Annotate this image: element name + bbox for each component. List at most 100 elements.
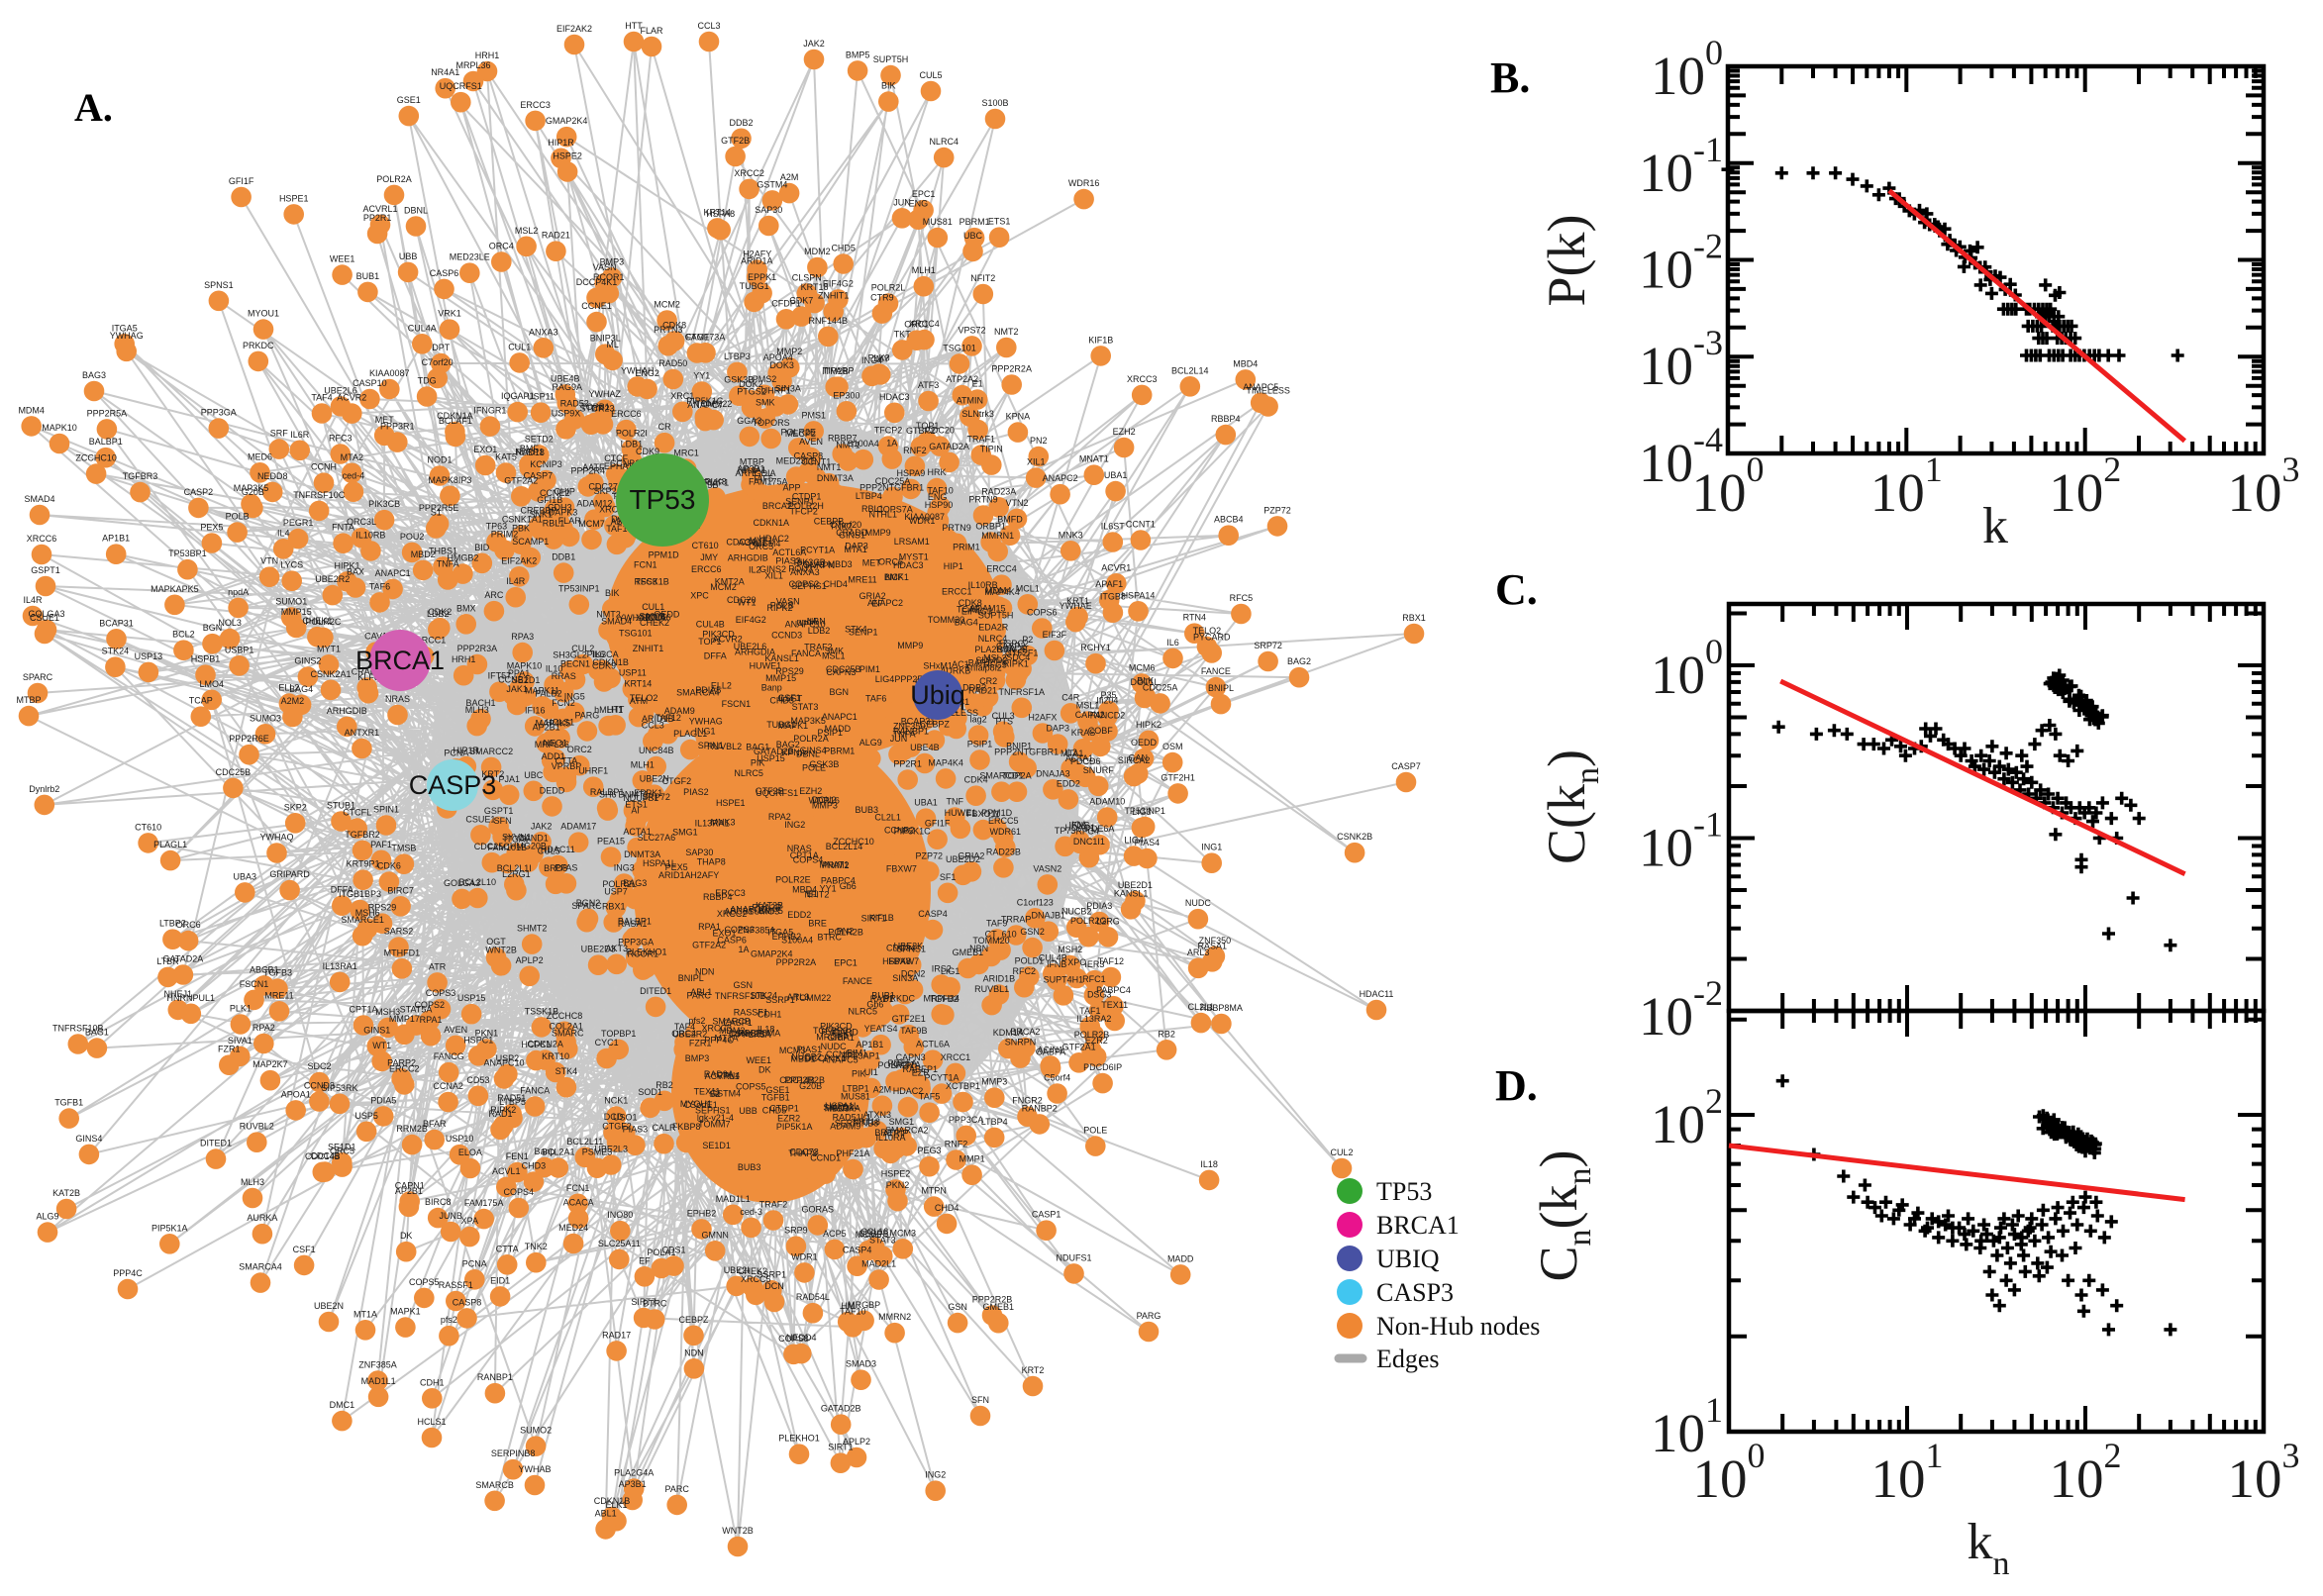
- svg-text:PPM1D: PPM1D: [649, 550, 680, 560]
- svg-text:GTF2A2: GTF2A2: [504, 475, 538, 485]
- svg-text:TSG101: TSG101: [943, 343, 976, 352]
- svg-text:THBS1: THBS1: [429, 546, 457, 555]
- svg-text:CCNT1: CCNT1: [801, 457, 831, 467]
- svg-text:ARID1A: ARID1A: [741, 256, 773, 266]
- svg-text:C1orf123: C1orf123: [1017, 897, 1054, 907]
- svg-text:STD7: STD7: [579, 404, 602, 414]
- svg-text:MNK3: MNK3: [1059, 530, 1083, 540]
- svg-text:EXO1: EXO1: [712, 929, 736, 939]
- svg-text:FEN1: FEN1: [506, 1151, 529, 1161]
- svg-text:MMP9: MMP9: [865, 528, 891, 538]
- svg-text:ARL3: ARL3: [1187, 948, 1210, 957]
- svg-text:KDM1A: KDM1A: [993, 1028, 1024, 1038]
- svg-text:MADD: MADD: [1167, 1253, 1194, 1263]
- svg-text:PIK3CA: PIK3CA: [587, 649, 619, 659]
- svg-text:MLH3: MLH3: [241, 1177, 264, 1187]
- svg-text:A.: A.: [74, 85, 113, 130]
- svg-text:BAG2: BAG2: [776, 740, 800, 749]
- svg-text:k: k: [1982, 498, 2008, 554]
- svg-text:SF1: SF1: [940, 872, 957, 882]
- svg-text:APP: APP: [782, 483, 800, 493]
- svg-text:CTGF: CTGF: [685, 333, 710, 343]
- svg-text:MDM4: MDM4: [985, 586, 1012, 596]
- svg-text:WNT2B: WNT2B: [485, 945, 517, 954]
- svg-text:RTN4: RTN4: [717, 1071, 740, 1081]
- svg-text:SE1D1: SE1D1: [328, 1142, 356, 1151]
- svg-text:SUMO3: SUMO3: [250, 713, 281, 723]
- svg-text:ING2: ING2: [784, 820, 805, 830]
- svg-text:SYVN1: SYVN1: [502, 833, 532, 843]
- svg-text:PLA2G4A: PLA2G4A: [974, 645, 1014, 654]
- svg-text:XRCC2: XRCC2: [734, 168, 764, 178]
- svg-text:MED23LE: MED23LE: [450, 252, 490, 262]
- svg-text:GSE1: GSE1: [765, 1085, 789, 1095]
- svg-text:USP10: USP10: [446, 1134, 474, 1144]
- svg-text:SMARCB: SMARCB: [475, 1480, 514, 1490]
- svg-text:KIAA0087: KIAA0087: [369, 368, 410, 378]
- svg-text:MMP15: MMP15: [281, 607, 312, 617]
- svg-text:BAP1: BAP1: [968, 658, 991, 668]
- svg-text:MUS81: MUS81: [841, 1092, 870, 1102]
- svg-text:IL18: IL18: [1200, 1159, 1218, 1169]
- svg-text:B.: B.: [1490, 53, 1530, 102]
- svg-text:PEG3: PEG3: [917, 1146, 941, 1155]
- svg-text:HSPB1: HSPB1: [191, 654, 221, 664]
- svg-text:E1: E1: [972, 379, 983, 389]
- svg-text:MET: MET: [375, 415, 395, 425]
- svg-text:LTBP2: LTBP2: [159, 919, 186, 929]
- svg-text:SLC27A6: SLC27A6: [638, 833, 676, 843]
- svg-text:RB2: RB2: [656, 1080, 673, 1090]
- svg-text:PPP3GA: PPP3GA: [618, 938, 654, 948]
- svg-text:TAF9: TAF9: [986, 918, 1007, 928]
- svg-text:SCAMP1: SCAMP1: [512, 537, 549, 547]
- svg-text:MAPK10: MAPK10: [507, 660, 543, 670]
- svg-text:JUNB: JUNB: [439, 1211, 462, 1221]
- svg-text:BMF: BMF: [884, 572, 904, 582]
- svg-text:GRIA1: GRIA1: [828, 1033, 855, 1043]
- svg-text:UBE2R2: UBE2R2: [315, 574, 350, 584]
- svg-text:GSPT1: GSPT1: [31, 565, 60, 575]
- svg-text:SMAD3: SMAD3: [823, 1103, 854, 1113]
- svg-text:SUMO2: SUMO2: [975, 655, 1007, 665]
- svg-text:BMP5: BMP5: [846, 50, 870, 59]
- svg-text:FSCN1: FSCN1: [722, 699, 752, 709]
- svg-text:HMGB2: HMGB2: [447, 553, 478, 563]
- svg-text:KRT10: KRT10: [542, 1051, 569, 1061]
- svg-text:ATR: ATR: [429, 961, 447, 971]
- svg-text:USP2: USP2: [496, 1053, 520, 1063]
- svg-text:H2AFX: H2AFX: [1028, 713, 1057, 723]
- svg-text:EPC1: EPC1: [912, 189, 936, 199]
- svg-text:DNMT1: DNMT1: [618, 790, 649, 800]
- svg-text:NMT2: NMT2: [596, 610, 621, 620]
- svg-text:MCM4: MCM4: [755, 539, 781, 549]
- svg-text:MTHFD1: MTHFD1: [384, 948, 421, 957]
- svg-text:GMAP2K4: GMAP2K4: [546, 116, 588, 126]
- svg-text:SMARCA4: SMARCA4: [676, 688, 720, 698]
- svg-text:RPA2: RPA2: [252, 1023, 275, 1033]
- svg-text:CDK8: CDK8: [662, 321, 686, 331]
- svg-text:SNRPN: SNRPN: [1005, 1038, 1037, 1047]
- svg-text:ARHGDIA: ARHGDIA: [735, 468, 775, 478]
- svg-text:CSNK1A1: CSNK1A1: [502, 515, 543, 525]
- svg-text:PN2: PN2: [1030, 436, 1048, 446]
- svg-text:UBE2D3: UBE2D3: [581, 945, 616, 954]
- svg-text:ADD1: ADD1: [542, 751, 565, 761]
- svg-text:AVEN: AVEN: [444, 1025, 467, 1035]
- svg-text:MCM2: MCM2: [710, 582, 737, 592]
- svg-text:CSF1: CSF1: [778, 693, 801, 703]
- svg-text:MAPKAPK5: MAPKAPK5: [151, 584, 199, 594]
- svg-text:TGFB1: TGFB1: [54, 1098, 83, 1108]
- svg-text:USO1: USO1: [613, 1113, 638, 1123]
- svg-text:HDAC3: HDAC3: [879, 392, 910, 402]
- svg-text:ZNF350: ZNF350: [1199, 936, 1232, 946]
- svg-text:RANBP1: RANBP1: [477, 1372, 513, 1382]
- svg-text:APLP2: APLP2: [843, 1437, 870, 1446]
- svg-text:DCCP4K1: DCCP4K1: [805, 1053, 847, 1063]
- svg-text:POU2: POU2: [788, 564, 813, 574]
- svg-text:NFIT2: NFIT2: [804, 890, 829, 900]
- svg-text:IFNGR1: IFNGR1: [473, 406, 506, 416]
- svg-text:CHD5: CHD5: [831, 244, 856, 253]
- svg-text:BGN: BGN: [829, 687, 849, 697]
- svg-text:NDN: NDN: [684, 1347, 704, 1357]
- svg-text:CPT1A: CPT1A: [790, 850, 819, 860]
